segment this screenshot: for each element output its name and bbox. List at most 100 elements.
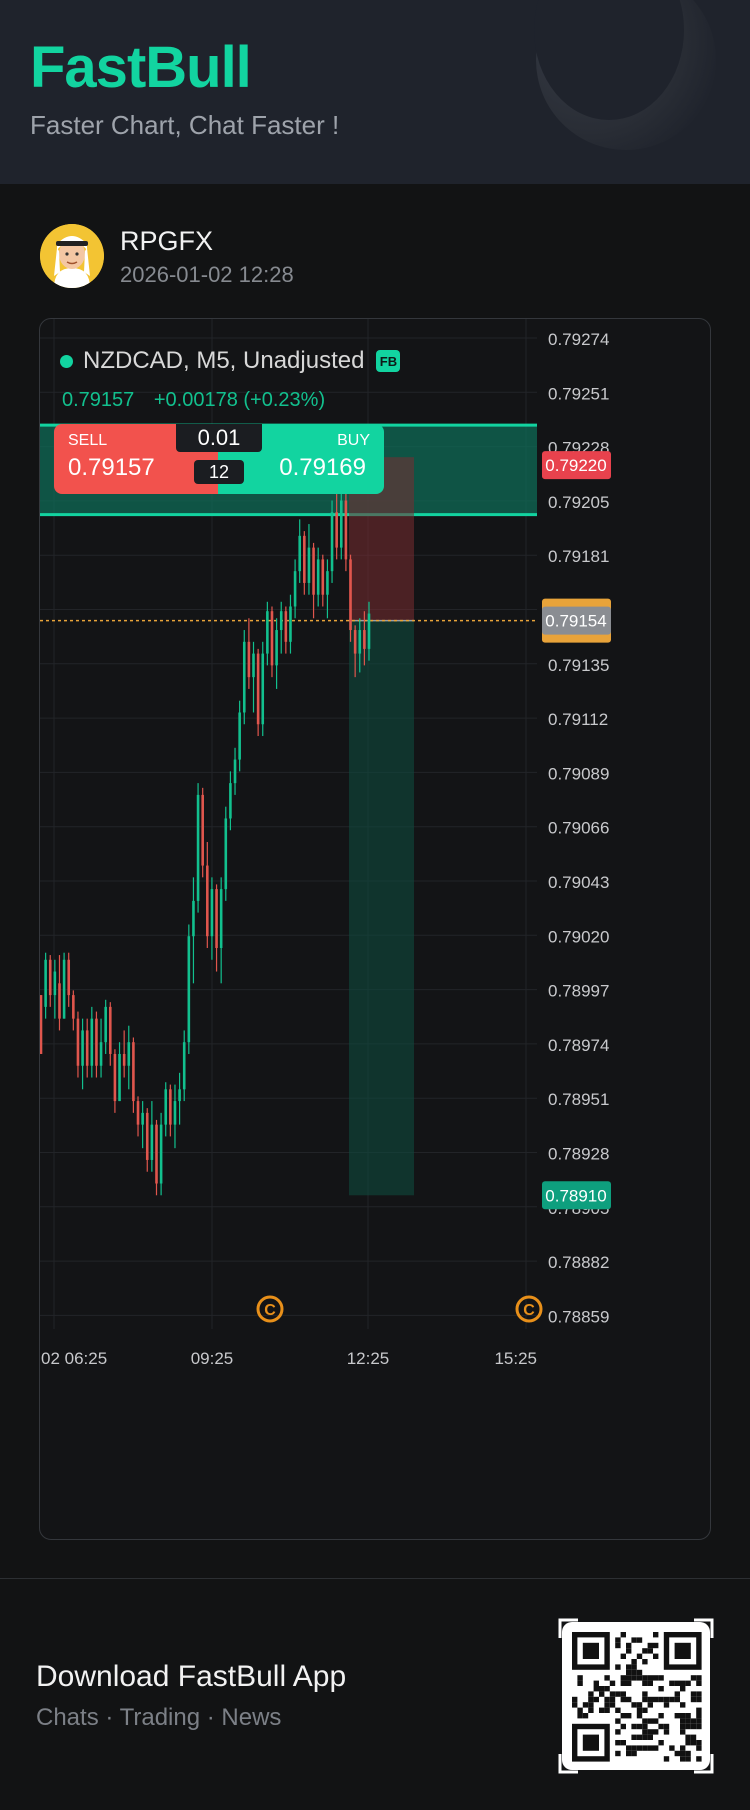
candle-body [53,971,57,996]
username[interactable]: RPGFX [120,226,214,256]
qr-module [604,1696,610,1703]
qr-module [653,1729,659,1735]
candle-body [316,559,320,595]
candle-body [289,606,292,642]
trade-panel: SELL 0.79157 BUY 0.79169 0.01 12 [54,424,384,494]
qr-module [647,1734,653,1740]
qr-module [642,1675,648,1681]
candle-body [164,1089,168,1125]
qr-module [696,1707,702,1713]
qr-module [620,1713,626,1719]
candle-body [136,1101,140,1125]
qr-module [663,1723,670,1730]
candle-body [344,500,348,560]
qr-module [696,1713,702,1719]
price-tag-bg [542,1181,611,1210]
candle-body [353,630,357,654]
candle-body [40,995,43,1054]
qr-module [636,1702,643,1708]
y-tick-label: 0.79043 [548,873,609,892]
symbol-title[interactable]: NZDCAD, M5, Unadjusted [83,347,365,374]
candle-body [76,1018,80,1066]
qr-code-icon[interactable] [558,1618,714,1774]
spread-value: 12 [194,460,244,484]
y-tick-label: 0.79205 [548,493,609,512]
qr-module [669,1696,675,1703]
qr-module [615,1664,621,1670]
event-marker-glyph: C [264,1302,276,1319]
candle-body [201,794,204,866]
candlestick-chart[interactable]: 0.792740.792510.792280.792050.791810.791… [40,319,711,1540]
y-tick-label: 0.79274 [548,330,609,349]
qr-module [647,1648,653,1654]
qr-module [653,1696,659,1703]
candle-body [307,547,311,583]
candle-body [270,611,274,666]
qr-finder-core [582,1642,599,1659]
candle-body [219,889,223,948]
price-tag-label: 0.79220 [545,456,606,475]
candle-body [321,559,325,595]
qr-module [572,1696,578,1703]
y-tick-label: 0.78928 [548,1145,609,1164]
candle-body [104,1006,107,1043]
avatar-illustration-icon [40,224,104,288]
qr-module [631,1734,637,1740]
download-title[interactable]: Download FastBull App [36,1660,347,1693]
chart-card[interactable]: 0.79274 0.79251 0.79228 0.79205 0.79181 0.791… [39,318,711,1540]
last-price: 0.79157 [62,389,135,411]
qr-module [669,1745,675,1751]
qr-corner [694,1618,714,1638]
qr-module [599,1707,605,1713]
qr-module [690,1696,697,1703]
qr-module [696,1745,702,1751]
qr-module [647,1675,653,1681]
qr-module [636,1669,643,1676]
qr-module [653,1632,659,1638]
qr-module [620,1675,626,1681]
qr-module [626,1713,632,1719]
qr-module [642,1718,648,1724]
y-tick-label: 0.78882 [548,1253,609,1272]
qr-module [696,1680,702,1686]
price-tag-label: 0.78910 [545,1186,606,1205]
qr-module [685,1713,691,1719]
y-tick-label: 0.78997 [548,982,609,1001]
candle-body [233,759,237,784]
qr-module [674,1713,680,1719]
qr-module [658,1713,664,1719]
candle-body [224,818,228,890]
qr-module [609,1680,616,1686]
qr-module [696,1691,702,1697]
candle-body [358,630,362,654]
candle-body [242,641,246,713]
y-tick-label: 0.79066 [548,819,609,838]
qr-module [647,1696,653,1703]
candle-body [187,936,191,1043]
qr-module [615,1718,621,1724]
candle-body [145,1112,149,1160]
candle-body [81,1030,84,1066]
candle-body [72,995,75,1019]
candle-body [238,712,241,760]
qr-module [577,1707,583,1713]
qr-module [582,1713,589,1719]
qr-module [663,1756,670,1762]
candle-body [275,630,278,666]
qr-module [636,1653,643,1659]
y-tick-label: 0.79251 [548,384,609,403]
lot-size-input[interactable]: 0.01 [176,424,262,452]
qr-module [647,1718,653,1724]
qr-corner [694,1754,714,1774]
qr-module [631,1637,637,1643]
avatar[interactable] [40,224,104,288]
qr-module [604,1707,610,1713]
qr-module [615,1740,621,1746]
qr-module [680,1756,686,1762]
qr-module [593,1686,599,1692]
candle-body [85,1030,89,1066]
qr-module [685,1734,691,1740]
qr-module [680,1713,686,1719]
qr-corner [558,1618,578,1638]
qr-module [685,1680,691,1686]
